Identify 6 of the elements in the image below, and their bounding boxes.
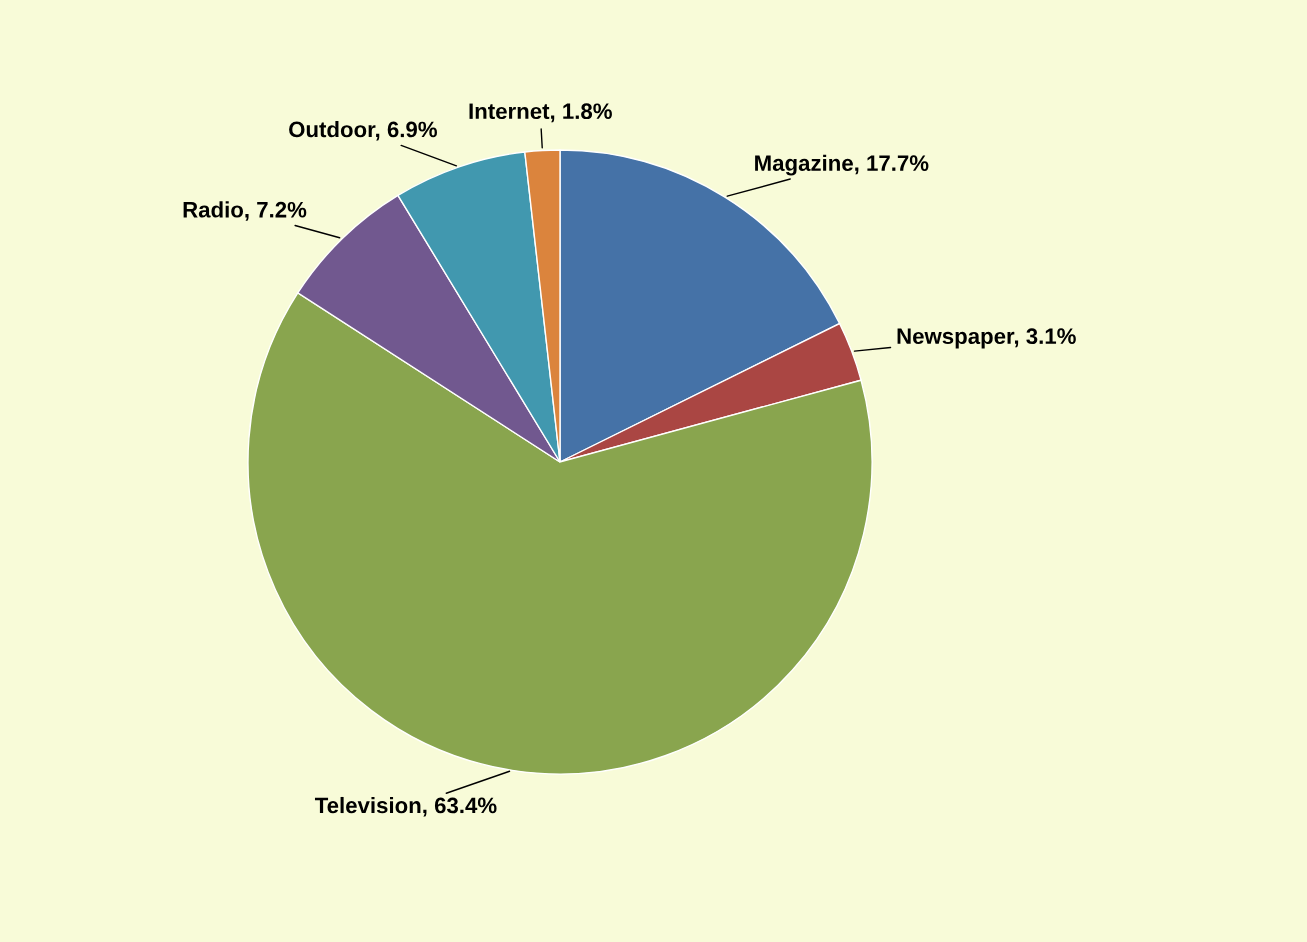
slice-label: Radio, 7.2%	[183, 201, 307, 221]
slice-label: Magazine, 17.7%	[755, 154, 929, 176]
slice-label: Internet, 1.8%	[469, 103, 612, 123]
slice-label: Television, 63.4%	[314, 796, 497, 817]
slice-label: Newspaper, 3.1%	[897, 328, 1076, 349]
slice-label: Outdoor, 6.9%	[289, 121, 437, 141]
